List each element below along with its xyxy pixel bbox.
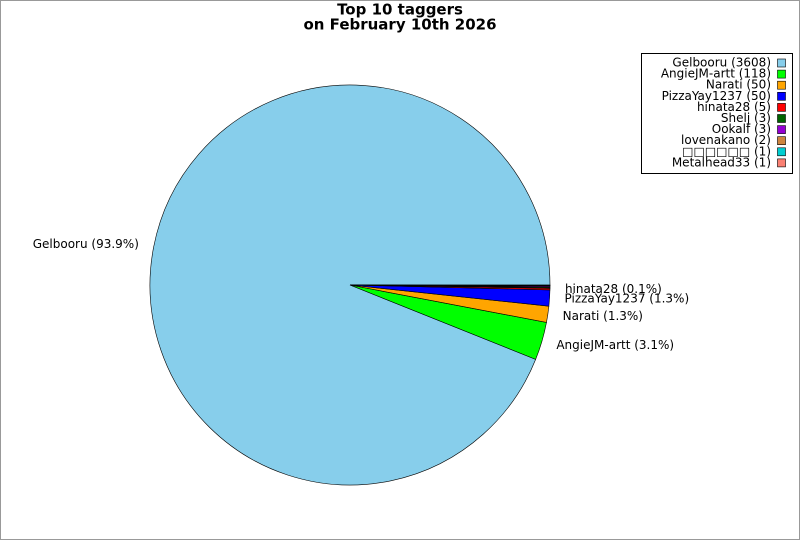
legend-label: hinata28 (5) — [697, 100, 771, 114]
legend-label: Narati (50) — [706, 78, 771, 92]
legend-box — [641, 53, 793, 174]
slice-label: PizzaYay1237 (1.3%) — [565, 292, 690, 306]
legend-swatch — [777, 58, 786, 68]
slice-label: Narati (1.3%) — [563, 309, 643, 323]
legend-label: AngieJM-artt (118) — [661, 67, 771, 81]
legend-label: lovenakano (2) — [681, 133, 771, 147]
legend-swatch — [777, 114, 786, 123]
pie — [149, 84, 551, 486]
legend-label: Ookalf (3) — [712, 122, 771, 136]
legend-swatch — [777, 125, 786, 134]
slice-labels: Gelbooru (93.9%) AngieJM-artt (3.1%) Narat… — [33, 237, 689, 352]
legend-label: PizzaYay1237 (50) — [662, 89, 771, 103]
slice-label: AngieJM-artt (3.1%) — [556, 338, 674, 352]
legend-swatch — [777, 92, 786, 101]
chart-subtitle: on February 10th 2026 — [303, 16, 496, 34]
legend-label: □□□□□□ (1) — [682, 144, 771, 158]
chart-title: Top 10 taggers — [337, 1, 463, 19]
legend-label: Metalhead33 (1) — [672, 155, 771, 169]
legend-label: Shelj (3) — [721, 111, 771, 125]
slice-label: Gelbooru (93.9%) — [33, 237, 139, 251]
legend-swatch — [777, 103, 786, 112]
legend-swatch — [777, 136, 786, 145]
legend: Gelbooru (3608)AngieJM-artt (118)Narati … — [641, 53, 793, 174]
legend-swatch — [777, 80, 786, 90]
legend-label: Gelbooru (3608) — [672, 56, 771, 70]
legend-swatch — [777, 158, 786, 168]
legend-swatch — [777, 69, 786, 79]
legend-swatch — [777, 147, 786, 157]
slice-label: hinata28 (0.1%) — [565, 282, 662, 296]
